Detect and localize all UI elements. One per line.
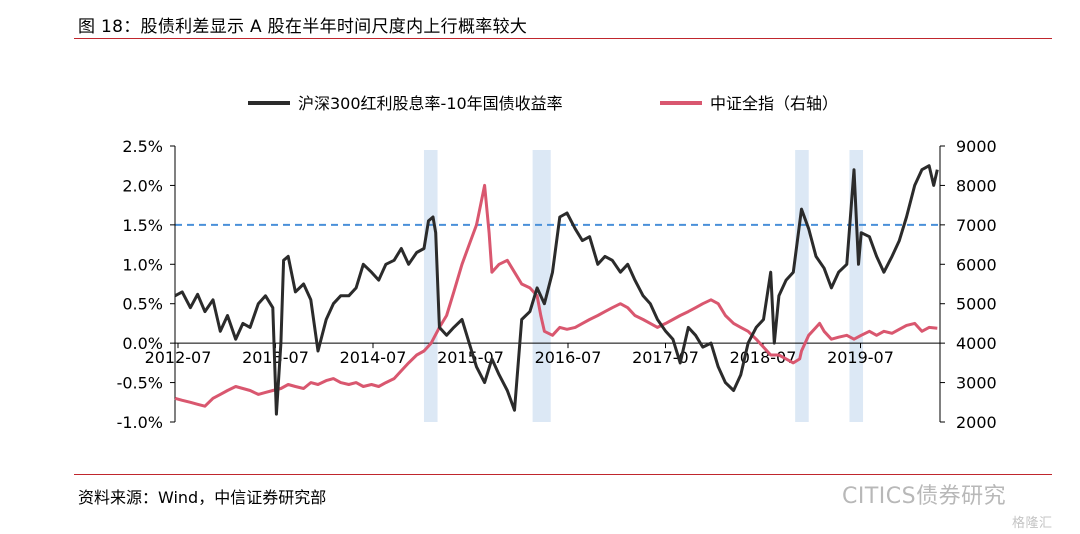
x-tick-label: 2019-07 xyxy=(827,348,894,367)
left-tick-label: 2.0% xyxy=(122,176,163,195)
watermark-glh: 格隆汇 xyxy=(1012,516,1053,531)
left-tick-label: 0.0% xyxy=(122,334,163,353)
right-tick-label: 5000 xyxy=(956,295,997,314)
right-tick-label: 7000 xyxy=(956,216,997,235)
left-tick-label: 1.5% xyxy=(122,216,163,235)
legend: 沪深300红利股息率-10年国债收益率 中证全指（右轴） xyxy=(248,94,838,113)
chart: 2.5% 2.0% 1.5% 1.0% 0.5% 0.0% -0.5% -1.0% 9000 8… xyxy=(117,94,997,432)
left-tick-label: 0.5% xyxy=(122,295,163,314)
x-tick-label: 2016-07 xyxy=(535,348,602,367)
shaded-period-2 xyxy=(795,150,809,422)
left-tick-label: 2.5% xyxy=(122,137,163,156)
shaded-period-3 xyxy=(849,150,864,422)
right-tick-label: 6000 xyxy=(956,255,997,274)
shaded-period-0 xyxy=(423,150,438,422)
source-note: 资料来源：Wind，中信证券研究部 xyxy=(78,488,327,507)
x-tick-label: 2015-07 xyxy=(437,348,504,367)
footer-rule xyxy=(74,474,1052,475)
right-tick-label: 9000 xyxy=(956,137,997,156)
right-tick-label: 4000 xyxy=(956,334,997,353)
x-tick-label: 2012-07 xyxy=(145,348,212,367)
x-tick-label: 2014-07 xyxy=(340,348,407,367)
watermark-citics: CITICS债券研究 xyxy=(842,484,1007,509)
left-axis: 2.5% 2.0% 1.5% 1.0% 0.5% 0.0% -0.5% -1.0% xyxy=(117,137,176,432)
left-tick-label: -1.0% xyxy=(117,413,163,432)
series-pink-line xyxy=(174,183,938,408)
x-tick-label: 2017-07 xyxy=(632,348,699,367)
title-rule xyxy=(74,38,1052,39)
right-tick-label: 8000 xyxy=(956,176,997,195)
series-black-line xyxy=(174,164,939,416)
left-tick-label: -0.5% xyxy=(117,374,163,393)
right-axis: 9000 8000 7000 6000 5000 4000 3000 2000 xyxy=(939,137,997,432)
left-tick-label: 1.0% xyxy=(122,255,163,274)
shaded-periods xyxy=(423,150,864,422)
right-tick-label: 3000 xyxy=(956,374,997,393)
legend-label-black: 沪深300红利股息率-10年国债收益率 xyxy=(298,94,563,113)
shaded-period-1 xyxy=(532,150,551,422)
figure-title: 图 18：股债利差显示 A 股在半年时间尺度内上行概率较大 xyxy=(78,17,528,37)
legend-label-pink: 中证全指（右轴） xyxy=(710,94,838,113)
right-tick-label: 2000 xyxy=(956,413,997,432)
